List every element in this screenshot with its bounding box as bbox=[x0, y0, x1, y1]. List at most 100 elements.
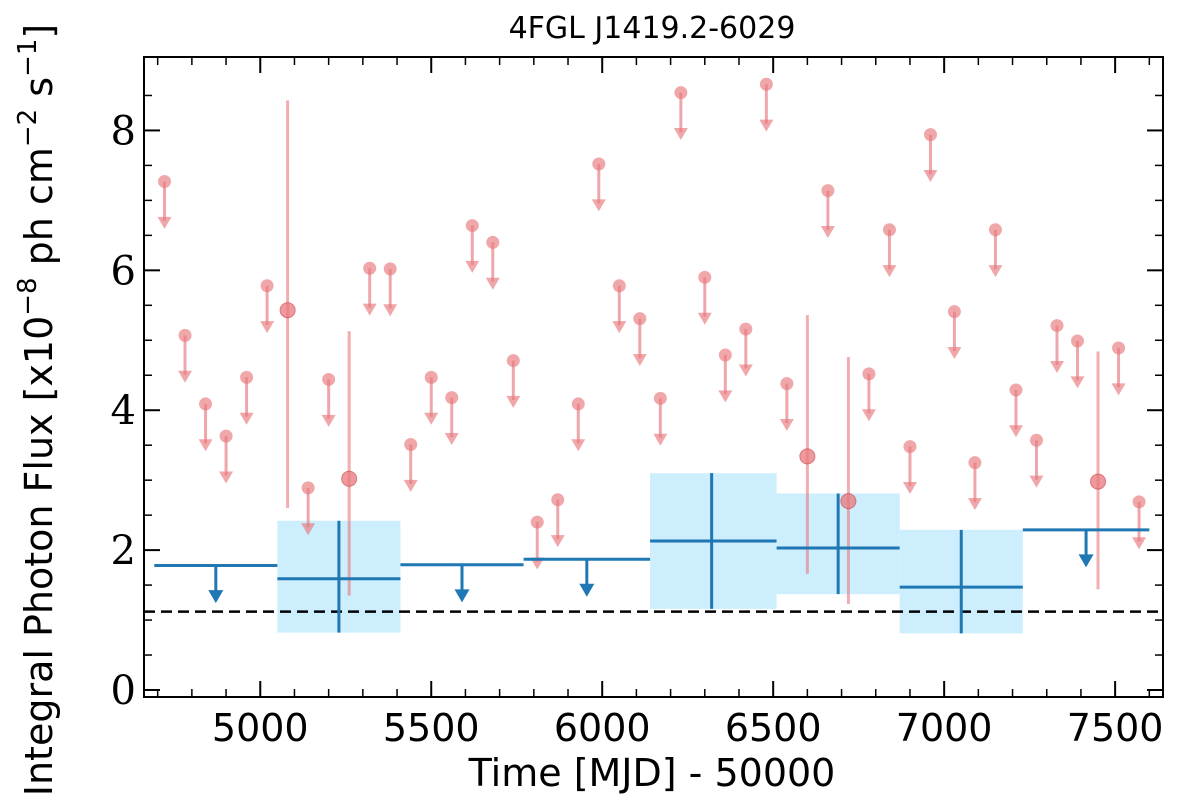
x-tick-label: 6500 bbox=[725, 706, 822, 750]
coarse-upper-limit-arrow bbox=[208, 590, 224, 604]
fine-upper-limit-arrow bbox=[362, 303, 377, 316]
fine-detection-point bbox=[1090, 473, 1107, 490]
fine-upper-limit-point bbox=[988, 223, 1002, 237]
fine-upper-limit-arrow bbox=[506, 395, 521, 408]
fine-upper-limit-arrow bbox=[1049, 360, 1064, 373]
fine-upper-limit-arrow bbox=[759, 119, 774, 132]
fine-upper-limit-point bbox=[947, 305, 961, 319]
fine-upper-limit-arrow bbox=[697, 312, 712, 325]
fine-upper-limit-arrow bbox=[403, 479, 418, 492]
fine-upper-limit-point bbox=[465, 219, 479, 233]
fine-upper-limit-arrow bbox=[178, 370, 193, 383]
fine-detection-point bbox=[840, 493, 857, 510]
fine-upper-limit-point bbox=[530, 515, 544, 529]
y-axis-label-mid1: ph cm bbox=[17, 147, 61, 277]
fine-upper-limit-point bbox=[445, 391, 459, 405]
fine-upper-limit-point bbox=[698, 270, 712, 284]
fine-upper-limit-point bbox=[158, 175, 172, 189]
fine-upper-limit-point bbox=[1112, 341, 1126, 355]
fine-upper-limit-arrow bbox=[612, 321, 627, 334]
coarse-upper-limit-arrow bbox=[1078, 554, 1094, 568]
fine-upper-limit-point bbox=[571, 397, 585, 411]
chart-title: 4FGL J1419.2-6029 bbox=[509, 11, 796, 46]
fine-upper-limit-arrow bbox=[321, 414, 336, 427]
y-axis-label: Integral Photon Flux [x10−8 ph cm−2 s−1] bbox=[13, 24, 61, 797]
fine-upper-limit-arrow bbox=[820, 225, 835, 238]
fine-upper-limit-point bbox=[506, 354, 520, 368]
y-tick-label: 4 bbox=[111, 388, 136, 434]
fine-upper-limit-arrow bbox=[947, 346, 962, 359]
y-axis-label-pre: Integral Photon Flux [x10 bbox=[17, 316, 61, 797]
fine-upper-limit-arrow bbox=[198, 439, 213, 452]
fine-upper-limit-point bbox=[862, 367, 876, 381]
fine-upper-limit-arrow bbox=[260, 321, 275, 334]
fine-upper-limit-point bbox=[199, 397, 213, 411]
fine-upper-limit-arrow bbox=[861, 409, 876, 422]
fine-upper-limit-point bbox=[821, 184, 835, 198]
fine-upper-limit-point bbox=[612, 279, 626, 293]
fine-upper-limit-arrow bbox=[1132, 537, 1147, 550]
fine-upper-limit-point bbox=[1009, 383, 1023, 397]
fine-upper-limit-arrow bbox=[988, 265, 1003, 278]
fine-upper-limit-arrow bbox=[882, 265, 897, 278]
fine-upper-limit-point bbox=[968, 456, 982, 470]
fine-upper-limit-point bbox=[322, 372, 336, 386]
fine-upper-limit-arrow bbox=[902, 481, 917, 494]
fine-upper-limit-point bbox=[780, 377, 794, 391]
fine-upper-limit-point bbox=[301, 481, 315, 495]
x-tick-label: 7000 bbox=[896, 706, 993, 750]
plot-frame bbox=[143, 56, 1164, 698]
fine-upper-limit-arrow bbox=[239, 412, 254, 425]
fine-upper-limit-arrow bbox=[1029, 475, 1044, 488]
fine-upper-limit-point bbox=[363, 261, 377, 275]
fine-detection-point bbox=[279, 302, 296, 319]
fine-upper-limit-arrow bbox=[550, 535, 565, 548]
x-axis-label: Time [MJD] - 50000 bbox=[468, 751, 836, 795]
plot-content: 5000 5500 6000 6500 7000 7500 0 2 4 6 8 bbox=[111, 56, 1164, 750]
fine-upper-limit-point bbox=[486, 235, 500, 249]
coarse-upper-limit-arrow bbox=[454, 589, 470, 603]
fine-upper-limit-point bbox=[653, 391, 667, 405]
fine-upper-limit-point bbox=[1050, 319, 1064, 333]
fine-upper-limit-arrow bbox=[779, 419, 794, 432]
fine-upper-limit-arrow bbox=[967, 498, 982, 511]
fine-upper-limit-point bbox=[903, 440, 917, 454]
fine-upper-limit-arrow bbox=[571, 439, 586, 452]
fine-upper-limit-point bbox=[592, 157, 606, 171]
fine-upper-limit-point bbox=[882, 223, 896, 237]
fine-upper-limit-arrow bbox=[923, 170, 938, 183]
fine-detection-point bbox=[341, 470, 358, 487]
fine-upper-limit-point bbox=[759, 77, 773, 91]
fine-upper-limit-point bbox=[178, 328, 192, 342]
fine-upper-limit-arrow bbox=[738, 364, 753, 377]
fine-upper-limit-arrow bbox=[485, 277, 500, 290]
fine-upper-limit-arrow bbox=[219, 471, 234, 484]
fine-upper-limit-arrow bbox=[1070, 376, 1085, 389]
fine-upper-limit-arrow bbox=[632, 353, 647, 366]
x-tick-label: 5500 bbox=[383, 706, 480, 750]
fine-upper-limit-point bbox=[674, 86, 688, 100]
fine-upper-limit-arrow bbox=[1111, 383, 1126, 396]
fine-upper-limit-arrow bbox=[1008, 425, 1023, 438]
fine-upper-limit-arrow bbox=[718, 390, 733, 403]
fine-upper-limit-arrow bbox=[465, 260, 480, 273]
y-tick-label: 2 bbox=[111, 528, 136, 574]
fine-upper-limit-arrow bbox=[653, 433, 668, 446]
fine-upper-limit-arrow bbox=[444, 433, 459, 445]
x-tick-label: 7500 bbox=[1067, 706, 1164, 750]
fine-upper-limit-point bbox=[404, 437, 418, 451]
fine-upper-limit-point bbox=[240, 370, 254, 384]
fine-upper-limit-arrow bbox=[157, 216, 172, 229]
fine-upper-limit-point bbox=[383, 262, 397, 276]
fine-upper-limit-point bbox=[551, 493, 565, 507]
y-axis-label-exp2: −2 bbox=[13, 109, 43, 147]
y-tick-label: 8 bbox=[111, 108, 136, 154]
x-tick-label: 5000 bbox=[212, 706, 309, 750]
y-axis-label-mid2: s bbox=[17, 77, 61, 109]
fine-upper-limit-point bbox=[1029, 433, 1043, 447]
fine-upper-limit-arrow bbox=[591, 199, 606, 212]
fine-upper-limit-point bbox=[424, 370, 438, 384]
fine-upper-limit-point bbox=[219, 429, 233, 443]
